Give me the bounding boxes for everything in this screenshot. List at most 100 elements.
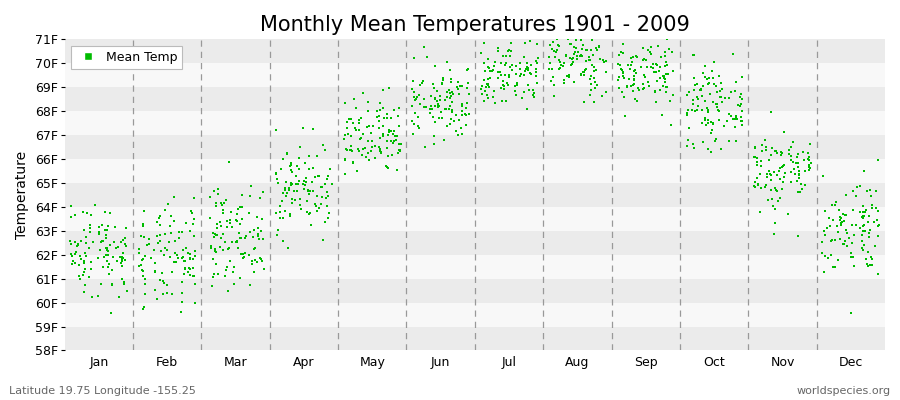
Point: [318, 147, 332, 154]
Point: [583, 73, 598, 80]
Bar: [65, 135, 885, 159]
Point: [844, 310, 859, 316]
Point: [411, 114, 426, 120]
Point: [301, 187, 315, 194]
Point: [407, 55, 421, 61]
Point: [183, 251, 197, 257]
Point: [459, 104, 473, 111]
Point: [514, 71, 528, 77]
Point: [520, 66, 535, 73]
Point: [794, 181, 808, 188]
Point: [791, 150, 806, 157]
Point: [176, 270, 191, 277]
Point: [485, 68, 500, 74]
Point: [338, 157, 352, 164]
Point: [498, 62, 512, 68]
Point: [177, 258, 192, 265]
Point: [436, 81, 450, 88]
Point: [338, 155, 352, 162]
Point: [699, 122, 714, 128]
Point: [635, 45, 650, 51]
Point: [653, 64, 668, 71]
Point: [291, 181, 305, 187]
Point: [858, 228, 872, 234]
Point: [274, 198, 289, 204]
Point: [627, 76, 642, 82]
Point: [167, 259, 182, 266]
Point: [448, 127, 463, 134]
Point: [455, 131, 470, 137]
Point: [428, 94, 442, 101]
Point: [427, 85, 441, 92]
Point: [662, 98, 677, 104]
Point: [94, 238, 109, 244]
Point: [270, 232, 284, 238]
Point: [590, 44, 604, 51]
Point: [238, 250, 252, 257]
Point: [777, 129, 791, 135]
Point: [576, 68, 590, 75]
Point: [168, 259, 183, 266]
Point: [158, 231, 172, 238]
Point: [148, 247, 162, 253]
Point: [747, 154, 761, 160]
Point: [759, 182, 773, 188]
Point: [451, 132, 465, 138]
Point: [686, 100, 700, 107]
Point: [789, 178, 804, 184]
Point: [443, 102, 457, 109]
Point: [387, 127, 401, 134]
Point: [768, 206, 782, 212]
Point: [186, 216, 201, 222]
Point: [209, 249, 223, 256]
Point: [864, 256, 878, 262]
Point: [345, 148, 359, 154]
Point: [247, 269, 261, 276]
Point: [382, 126, 397, 133]
Point: [637, 72, 652, 78]
Point: [627, 77, 642, 83]
Point: [417, 104, 431, 110]
Point: [868, 205, 883, 211]
Point: [528, 58, 543, 65]
Point: [68, 248, 83, 255]
Point: [71, 242, 86, 248]
Point: [157, 252, 171, 258]
Point: [434, 108, 448, 115]
Point: [320, 175, 334, 182]
Point: [283, 210, 297, 217]
Point: [453, 82, 467, 89]
Point: [213, 244, 228, 250]
Point: [65, 261, 79, 268]
Point: [235, 216, 249, 222]
Point: [551, 42, 565, 48]
Point: [407, 120, 421, 127]
Point: [778, 170, 792, 176]
Point: [344, 116, 358, 122]
Point: [273, 203, 287, 210]
Point: [344, 147, 358, 154]
Point: [431, 101, 446, 108]
Point: [96, 264, 111, 270]
Point: [548, 54, 562, 60]
Point: [373, 100, 387, 106]
Point: [230, 239, 245, 245]
Point: [634, 64, 649, 70]
Point: [212, 185, 226, 192]
Point: [188, 248, 202, 254]
Point: [118, 257, 132, 263]
Point: [407, 94, 421, 100]
Point: [748, 178, 762, 185]
Point: [462, 91, 476, 97]
Point: [461, 66, 475, 72]
Point: [311, 205, 326, 211]
Point: [100, 258, 114, 264]
Point: [273, 215, 287, 221]
Point: [688, 81, 702, 88]
Point: [156, 291, 170, 298]
Point: [698, 115, 713, 121]
Point: [763, 152, 778, 158]
Point: [384, 138, 399, 144]
Point: [282, 186, 296, 193]
Point: [443, 95, 457, 101]
